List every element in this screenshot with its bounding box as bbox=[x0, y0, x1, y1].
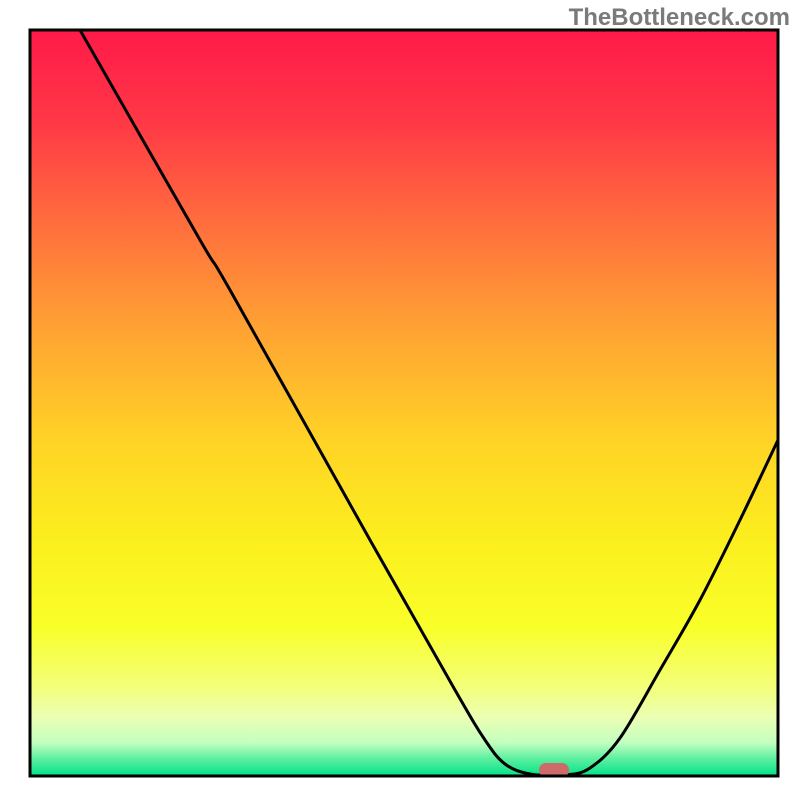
chart-canvas bbox=[0, 0, 800, 800]
watermark-text: TheBottleneck.com bbox=[569, 4, 790, 32]
